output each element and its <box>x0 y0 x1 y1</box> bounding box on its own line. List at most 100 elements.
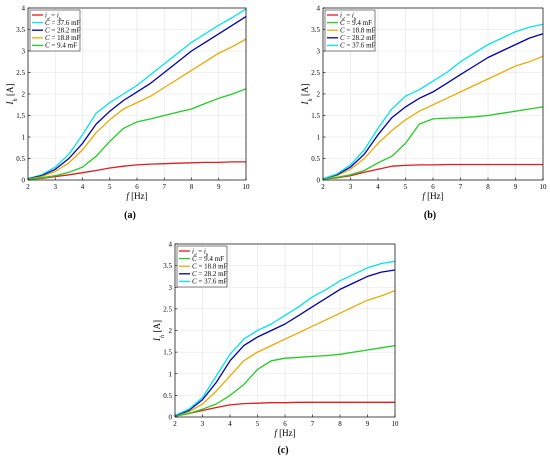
legend-label: C = 18.8 mF <box>192 263 228 271</box>
legend-label: C = 9.4 mF <box>340 19 372 27</box>
y-tick-label: 0.5 <box>311 155 320 163</box>
x-tick-label: 5 <box>256 420 260 428</box>
series-line-9-4 <box>27 88 247 180</box>
legend-label: id = ih <box>192 247 209 257</box>
y-tick-label: 4 <box>22 5 26 13</box>
y-axis-label: Ih [A] <box>300 84 314 106</box>
legend-label: C = 37.6 mF <box>45 19 81 27</box>
x-tick-label: 7 <box>459 183 463 191</box>
series-line-28-2 <box>174 269 396 417</box>
x-tick-label: 6 <box>135 183 139 191</box>
y-tick-label: 2 <box>169 327 173 335</box>
series-line-id_ih <box>322 163 543 180</box>
x-axis-label: f [Hz] <box>126 191 147 201</box>
x-tick-label: 8 <box>486 183 490 191</box>
y-tick-label: 3 <box>169 284 173 292</box>
x-tick-label: 6 <box>283 420 287 428</box>
x-tick-label: 10 <box>540 183 548 191</box>
series-line-18-8 <box>322 55 544 180</box>
y-tick-label: 0 <box>22 177 26 185</box>
y-tick-label: 2 <box>317 91 321 99</box>
y-tick-label: 2.5 <box>311 69 320 77</box>
panel-a: 2 3 4 5 6 7 8 9 10 0 0.5 1 1.5 2 2.5 3 3.5 4 f [Hz] Ih [A] i… <box>5 5 250 222</box>
y-tick-label: 4 <box>169 241 173 249</box>
series-line-37-6 <box>322 23 544 180</box>
y-tick-label: 0 <box>317 177 321 185</box>
x-tick-label: 7 <box>163 183 167 191</box>
x-tick-label: 2 <box>26 183 30 191</box>
legend-label: C = 37.6 mF <box>340 42 376 50</box>
legend: id = ihC = 9.4 mFC = 18.8 mFC = 28.2 mFC… <box>324 9 376 52</box>
x-tick-label: 5 <box>404 183 408 191</box>
panel-b: 2 3 4 5 6 7 8 9 10 0 0.5 1 1.5 2 2.5 3 3.5 4 f [Hz] Ih [A] i… <box>300 5 547 222</box>
x-tick-label: 10 <box>392 420 400 428</box>
legend: id = ihC = 37.6 mFC = 28.2 mFC = 18.8 mF… <box>29 9 81 52</box>
x-axis-label: f [Hz] <box>274 428 295 438</box>
legend: id = ihC = 9.4 mFC = 18.8 mFC = 28.2 mFC… <box>176 245 228 288</box>
y-tick-label: 1.5 <box>16 112 25 120</box>
x-tick-label: 3 <box>54 183 58 191</box>
series-line-18-8 <box>174 290 396 417</box>
legend-label: C = 28.2 mF <box>45 27 81 35</box>
panel-caption: (a) <box>124 210 136 221</box>
x-axis-label: f [Hz] <box>422 191 443 201</box>
y-tick-label: 1 <box>22 134 26 142</box>
legend-label: C = 9.4 mF <box>45 42 77 50</box>
x-tick-label: 9 <box>217 183 221 191</box>
legend-label: id = ih <box>45 11 62 22</box>
x-tick-label: 5 <box>108 183 112 191</box>
y-tick-label: 1 <box>317 134 321 142</box>
x-tick-label: 4 <box>376 183 380 191</box>
x-tick-label: 2 <box>321 183 325 191</box>
series-line-id_ih <box>174 401 395 417</box>
series-line-37-6 <box>174 260 396 416</box>
x-tick-label: 4 <box>81 183 85 191</box>
legend-label: C = 9.4 mF <box>192 255 224 263</box>
panel-caption: (b) <box>424 210 436 221</box>
panel-caption: (c) <box>277 445 288 456</box>
x-tick-label: 3 <box>349 183 353 191</box>
y-tick-label: 0.5 <box>163 392 172 400</box>
series-line-18-8 <box>27 38 247 180</box>
y-tick-label: 3 <box>317 48 321 56</box>
x-tick-label: 9 <box>514 183 518 191</box>
y-tick-label: 1.5 <box>311 112 320 120</box>
y-tick-label: 2 <box>22 91 26 99</box>
y-tick-label: 3.5 <box>163 262 172 270</box>
legend-label: C = 37.6 mF <box>192 278 228 286</box>
y-tick-label: 3.5 <box>311 26 320 34</box>
y-axis-label: Ih [A] <box>152 320 166 342</box>
y-tick-label: 2.5 <box>16 69 25 77</box>
legend-label: C = 18.8 mF <box>45 34 81 42</box>
legend-label: C = 28.2 mF <box>192 270 228 278</box>
x-tick-label: 6 <box>431 183 435 191</box>
x-tick-label: 8 <box>338 420 342 428</box>
series-line-9-4 <box>174 344 396 417</box>
legend-label: C = 18.8 mF <box>340 27 376 35</box>
x-tick-label: 2 <box>173 420 177 428</box>
series-line-id_ih <box>27 161 246 180</box>
legend-label: id = ih <box>340 11 357 22</box>
y-tick-label: 2.5 <box>163 305 172 313</box>
x-tick-label: 3 <box>201 420 205 428</box>
y-axis-label: Ih [A] <box>5 84 19 106</box>
series-line-28-2 <box>27 16 247 180</box>
y-tick-label: 1 <box>169 370 173 378</box>
legend-label: C = 28.2 mF <box>340 34 376 42</box>
y-tick-label: 0 <box>169 414 173 422</box>
x-tick-label: 9 <box>366 420 370 428</box>
series-line-9-4 <box>322 106 544 180</box>
y-tick-label: 4 <box>317 5 321 13</box>
y-tick-label: 3 <box>22 48 26 56</box>
x-tick-label: 4 <box>228 420 232 428</box>
y-tick-label: 3.5 <box>16 26 25 34</box>
x-tick-label: 8 <box>190 183 194 191</box>
y-tick-label: 0.5 <box>16 155 25 163</box>
panel-c: 2 3 4 5 6 7 8 9 10 0 0.5 1 1.5 2 2.5 3 3.5 4 f [Hz] Ih [A] i… <box>152 241 399 457</box>
x-tick-label: 10 <box>243 183 251 191</box>
series-line-37-6 <box>27 8 247 180</box>
y-tick-label: 1.5 <box>163 349 172 357</box>
x-tick-label: 7 <box>311 420 315 428</box>
series-line-28-2 <box>322 33 544 180</box>
